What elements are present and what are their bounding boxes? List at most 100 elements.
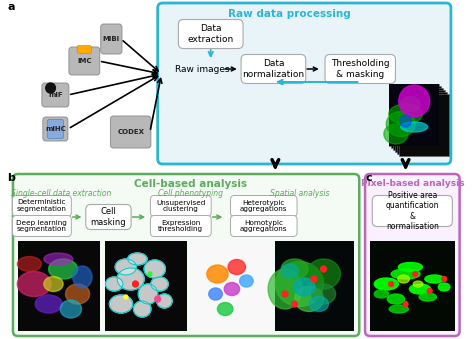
Ellipse shape [157,294,172,308]
Text: Deterministic
segmentation: Deterministic segmentation [17,199,67,213]
FancyBboxPatch shape [86,204,131,230]
Ellipse shape [401,97,420,112]
FancyBboxPatch shape [110,116,151,148]
FancyBboxPatch shape [372,196,452,226]
FancyBboxPatch shape [150,196,211,217]
Bar [18,241,100,331]
Circle shape [403,301,408,306]
Bar [370,241,455,331]
Ellipse shape [384,124,408,144]
Bar [399,94,449,156]
Ellipse shape [228,259,246,275]
Ellipse shape [294,278,315,296]
Bar [395,90,445,152]
FancyBboxPatch shape [325,55,395,83]
Ellipse shape [138,284,158,304]
Ellipse shape [17,257,41,272]
Text: CODEX: CODEX [117,129,144,135]
Ellipse shape [49,259,78,279]
FancyBboxPatch shape [230,216,297,237]
Ellipse shape [295,286,324,312]
Text: Cell
masking: Cell masking [91,207,126,227]
Ellipse shape [218,302,233,316]
Ellipse shape [115,259,137,275]
Circle shape [155,296,161,302]
Text: Pixel-based analysis: Pixel-based analysis [361,179,464,188]
Ellipse shape [60,300,82,318]
Bar [397,92,447,154]
Text: mIHC: mIHC [45,126,66,132]
FancyBboxPatch shape [69,47,100,75]
Circle shape [321,266,327,272]
Ellipse shape [144,260,165,278]
FancyBboxPatch shape [77,45,91,54]
Text: Unsupervised
clustering: Unsupervised clustering [156,199,206,213]
Circle shape [46,83,55,93]
Ellipse shape [386,112,415,137]
Text: Raw images: Raw images [175,64,229,74]
Ellipse shape [419,293,437,301]
Bar [389,84,439,146]
Text: MIBI: MIBI [103,36,120,42]
Text: Data
normalization: Data normalization [242,59,304,79]
Ellipse shape [128,253,147,265]
FancyBboxPatch shape [101,24,122,54]
Circle shape [292,301,298,307]
Ellipse shape [73,266,92,288]
Ellipse shape [44,277,63,292]
Ellipse shape [17,272,51,297]
Ellipse shape [401,122,428,132]
Ellipse shape [374,290,389,298]
FancyBboxPatch shape [43,117,68,141]
Ellipse shape [410,284,431,294]
Bar [191,241,271,331]
Ellipse shape [65,284,90,304]
Ellipse shape [391,269,420,279]
Ellipse shape [281,264,299,278]
Bar [391,86,441,148]
Text: c: c [365,173,372,183]
Circle shape [148,272,152,276]
Ellipse shape [134,301,151,317]
Ellipse shape [311,284,336,304]
Circle shape [389,281,393,286]
Ellipse shape [425,275,444,283]
Circle shape [442,277,447,281]
Text: b: b [7,173,15,183]
Text: Raw data processing: Raw data processing [228,9,351,19]
Text: Data
extraction: Data extraction [188,24,234,44]
Circle shape [311,276,317,282]
Ellipse shape [109,295,133,313]
FancyBboxPatch shape [178,20,243,48]
Text: Expression
thresholding: Expression thresholding [158,219,203,233]
Bar [389,84,439,146]
FancyBboxPatch shape [150,216,211,237]
Ellipse shape [275,261,324,306]
Ellipse shape [398,275,410,283]
Text: Spatial analysis: Spatial analysis [270,189,329,198]
Text: a: a [7,2,15,12]
FancyBboxPatch shape [13,174,359,336]
Circle shape [400,115,411,127]
Text: Cell-based analysis: Cell-based analysis [134,179,247,189]
Ellipse shape [268,269,302,309]
Circle shape [427,288,432,294]
Ellipse shape [44,253,73,265]
Ellipse shape [281,259,308,279]
FancyBboxPatch shape [158,3,451,164]
FancyBboxPatch shape [12,216,71,237]
Ellipse shape [374,278,398,290]
Ellipse shape [106,277,123,291]
Text: Cell phenotyping: Cell phenotyping [158,189,223,198]
Bar [105,241,187,331]
Text: Deep learning
segmentation: Deep learning segmentation [17,219,67,233]
Circle shape [413,272,418,277]
FancyBboxPatch shape [241,55,306,83]
Text: Single-cell data extraction: Single-cell data extraction [11,189,111,198]
Ellipse shape [240,275,253,287]
Text: mIF: mIF [48,92,63,98]
FancyBboxPatch shape [47,120,64,139]
Bar [275,241,355,331]
Bar [393,88,443,150]
Text: Homotypic
aggregations: Homotypic aggregations [240,219,288,233]
